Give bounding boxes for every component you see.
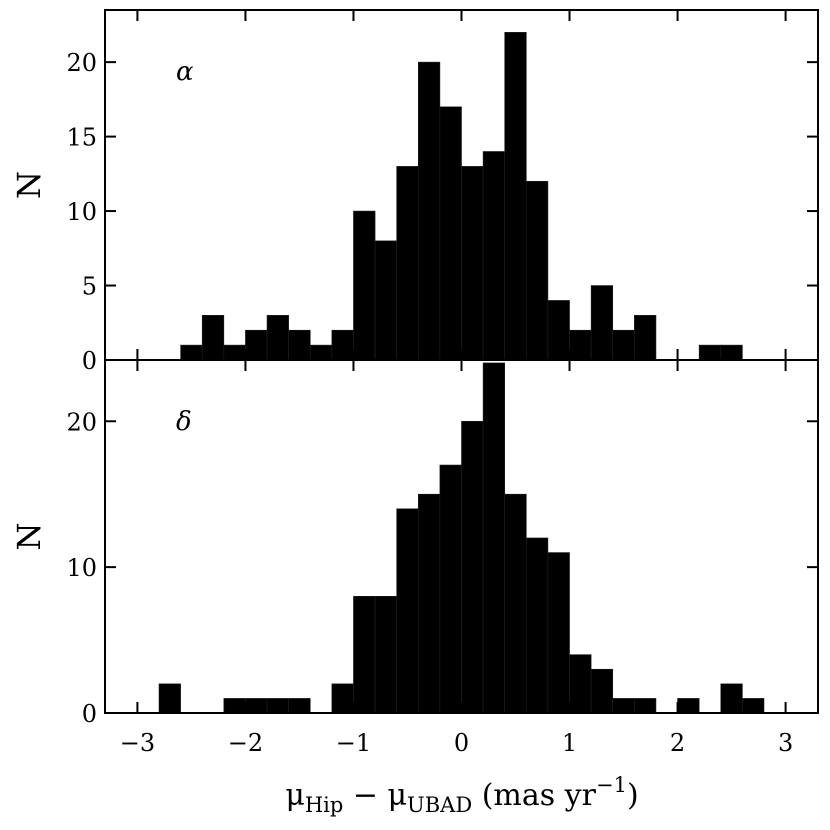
x-title-unit: (mas yr: [472, 778, 596, 813]
alpha-panel-label: α: [176, 57, 194, 87]
alpha-bar-15: [504, 32, 527, 361]
alpha-bar-19: [590, 285, 614, 361]
x-title-exp: −1: [596, 773, 627, 797]
alpha-ytick-label: 5: [82, 273, 97, 301]
alpha-bar-0: [180, 344, 203, 361]
delta-bar-27: [742, 698, 765, 714]
alpha-y-axis-title: N: [10, 171, 48, 199]
delta-bar-19: [569, 654, 592, 714]
delta-xtick-label: 0: [454, 729, 469, 757]
delta-bar-5: [266, 698, 289, 714]
alpha-bar-6: [309, 344, 333, 361]
delta-bar-8: [331, 683, 354, 714]
delta-panel-label: δ: [176, 407, 192, 437]
alpha-ytick-label: 20: [66, 49, 97, 77]
delta-xtick-label: 3: [778, 729, 793, 757]
delta-bar-18: [547, 552, 570, 714]
delta-bar-22: [634, 698, 657, 714]
delta-bar-17: [526, 537, 549, 714]
alpha-bar-12: [439, 106, 462, 361]
x-axis-title: μHip − μUBAD (mas yr−1): [285, 773, 638, 817]
delta-bar-13: [439, 464, 462, 714]
delta-bar-4: [245, 698, 268, 714]
delta-bar-10: [374, 596, 397, 714]
x-title-sub-hip: Hip: [305, 793, 343, 817]
delta-xtick-label: 2: [670, 729, 685, 757]
x-title-minus: −: [343, 778, 387, 813]
delta-bar-20: [590, 668, 614, 714]
delta-bar-6: [288, 698, 311, 714]
delta-bar-24: [677, 698, 700, 714]
delta-bar-0: [158, 683, 181, 714]
panel-alpha: 0 5 10 15 20 Nα: [10, 9, 819, 375]
delta-bar-15: [482, 362, 506, 714]
x-title-unit-end: ): [627, 778, 639, 813]
delta-bar-14: [461, 420, 484, 714]
alpha-ytick-label: 10: [66, 198, 97, 226]
alpha-bar-10: [396, 166, 419, 361]
alpha-bar-21: [634, 315, 657, 361]
alpha-bar-20: [612, 329, 635, 361]
alpha-ytick-label: 15: [66, 124, 97, 152]
alpha-bar-13: [461, 166, 484, 361]
alpha-bar-11: [417, 61, 441, 361]
alpha-bar-18: [569, 329, 592, 361]
delta-y-axis-title: N: [10, 523, 48, 551]
alpha-bar-9: [374, 240, 397, 361]
delta-ytick-label: 0: [82, 700, 97, 728]
alpha-bar-25: [720, 344, 743, 361]
alpha-bar-14: [482, 151, 506, 361]
x-title-mu2: μ: [388, 778, 408, 813]
delta-bar-12: [417, 493, 441, 714]
alpha-bar-8: [353, 210, 376, 361]
alpha-bar-3: [245, 329, 268, 361]
delta-ytick-label: 20: [66, 408, 97, 436]
alpha-bar-24: [698, 344, 722, 361]
panel-delta: 0 10 20 −3 −2 −1 0 1 2 3 Nδ: [10, 359, 819, 757]
alpha-bar-2: [223, 344, 246, 361]
alpha-bar-5: [288, 329, 311, 361]
alpha-ytick-label: 0: [82, 347, 97, 375]
delta-bar-9: [353, 596, 376, 714]
delta-bar-26: [720, 683, 743, 714]
delta-bar-11: [396, 508, 419, 714]
delta-xtick-label: 1: [562, 729, 577, 757]
delta-xtick-label: −2: [228, 729, 263, 757]
alpha-bar-7: [331, 329, 354, 361]
x-title-mu1: μ: [285, 778, 305, 813]
delta-bar-16: [504, 493, 527, 714]
delta-bar-3: [223, 698, 246, 714]
alpha-bar-16: [526, 180, 549, 361]
delta-xtick-label: −3: [120, 729, 155, 757]
delta-bar-21: [612, 698, 635, 714]
alpha-bar-4: [266, 315, 289, 361]
delta-ytick-label: 10: [66, 554, 97, 582]
delta-xtick-label: −1: [336, 729, 371, 757]
alpha-bar-17: [547, 300, 570, 361]
x-title-sub-ubad: UBAD: [407, 793, 472, 817]
alpha-bar-1: [201, 315, 225, 361]
